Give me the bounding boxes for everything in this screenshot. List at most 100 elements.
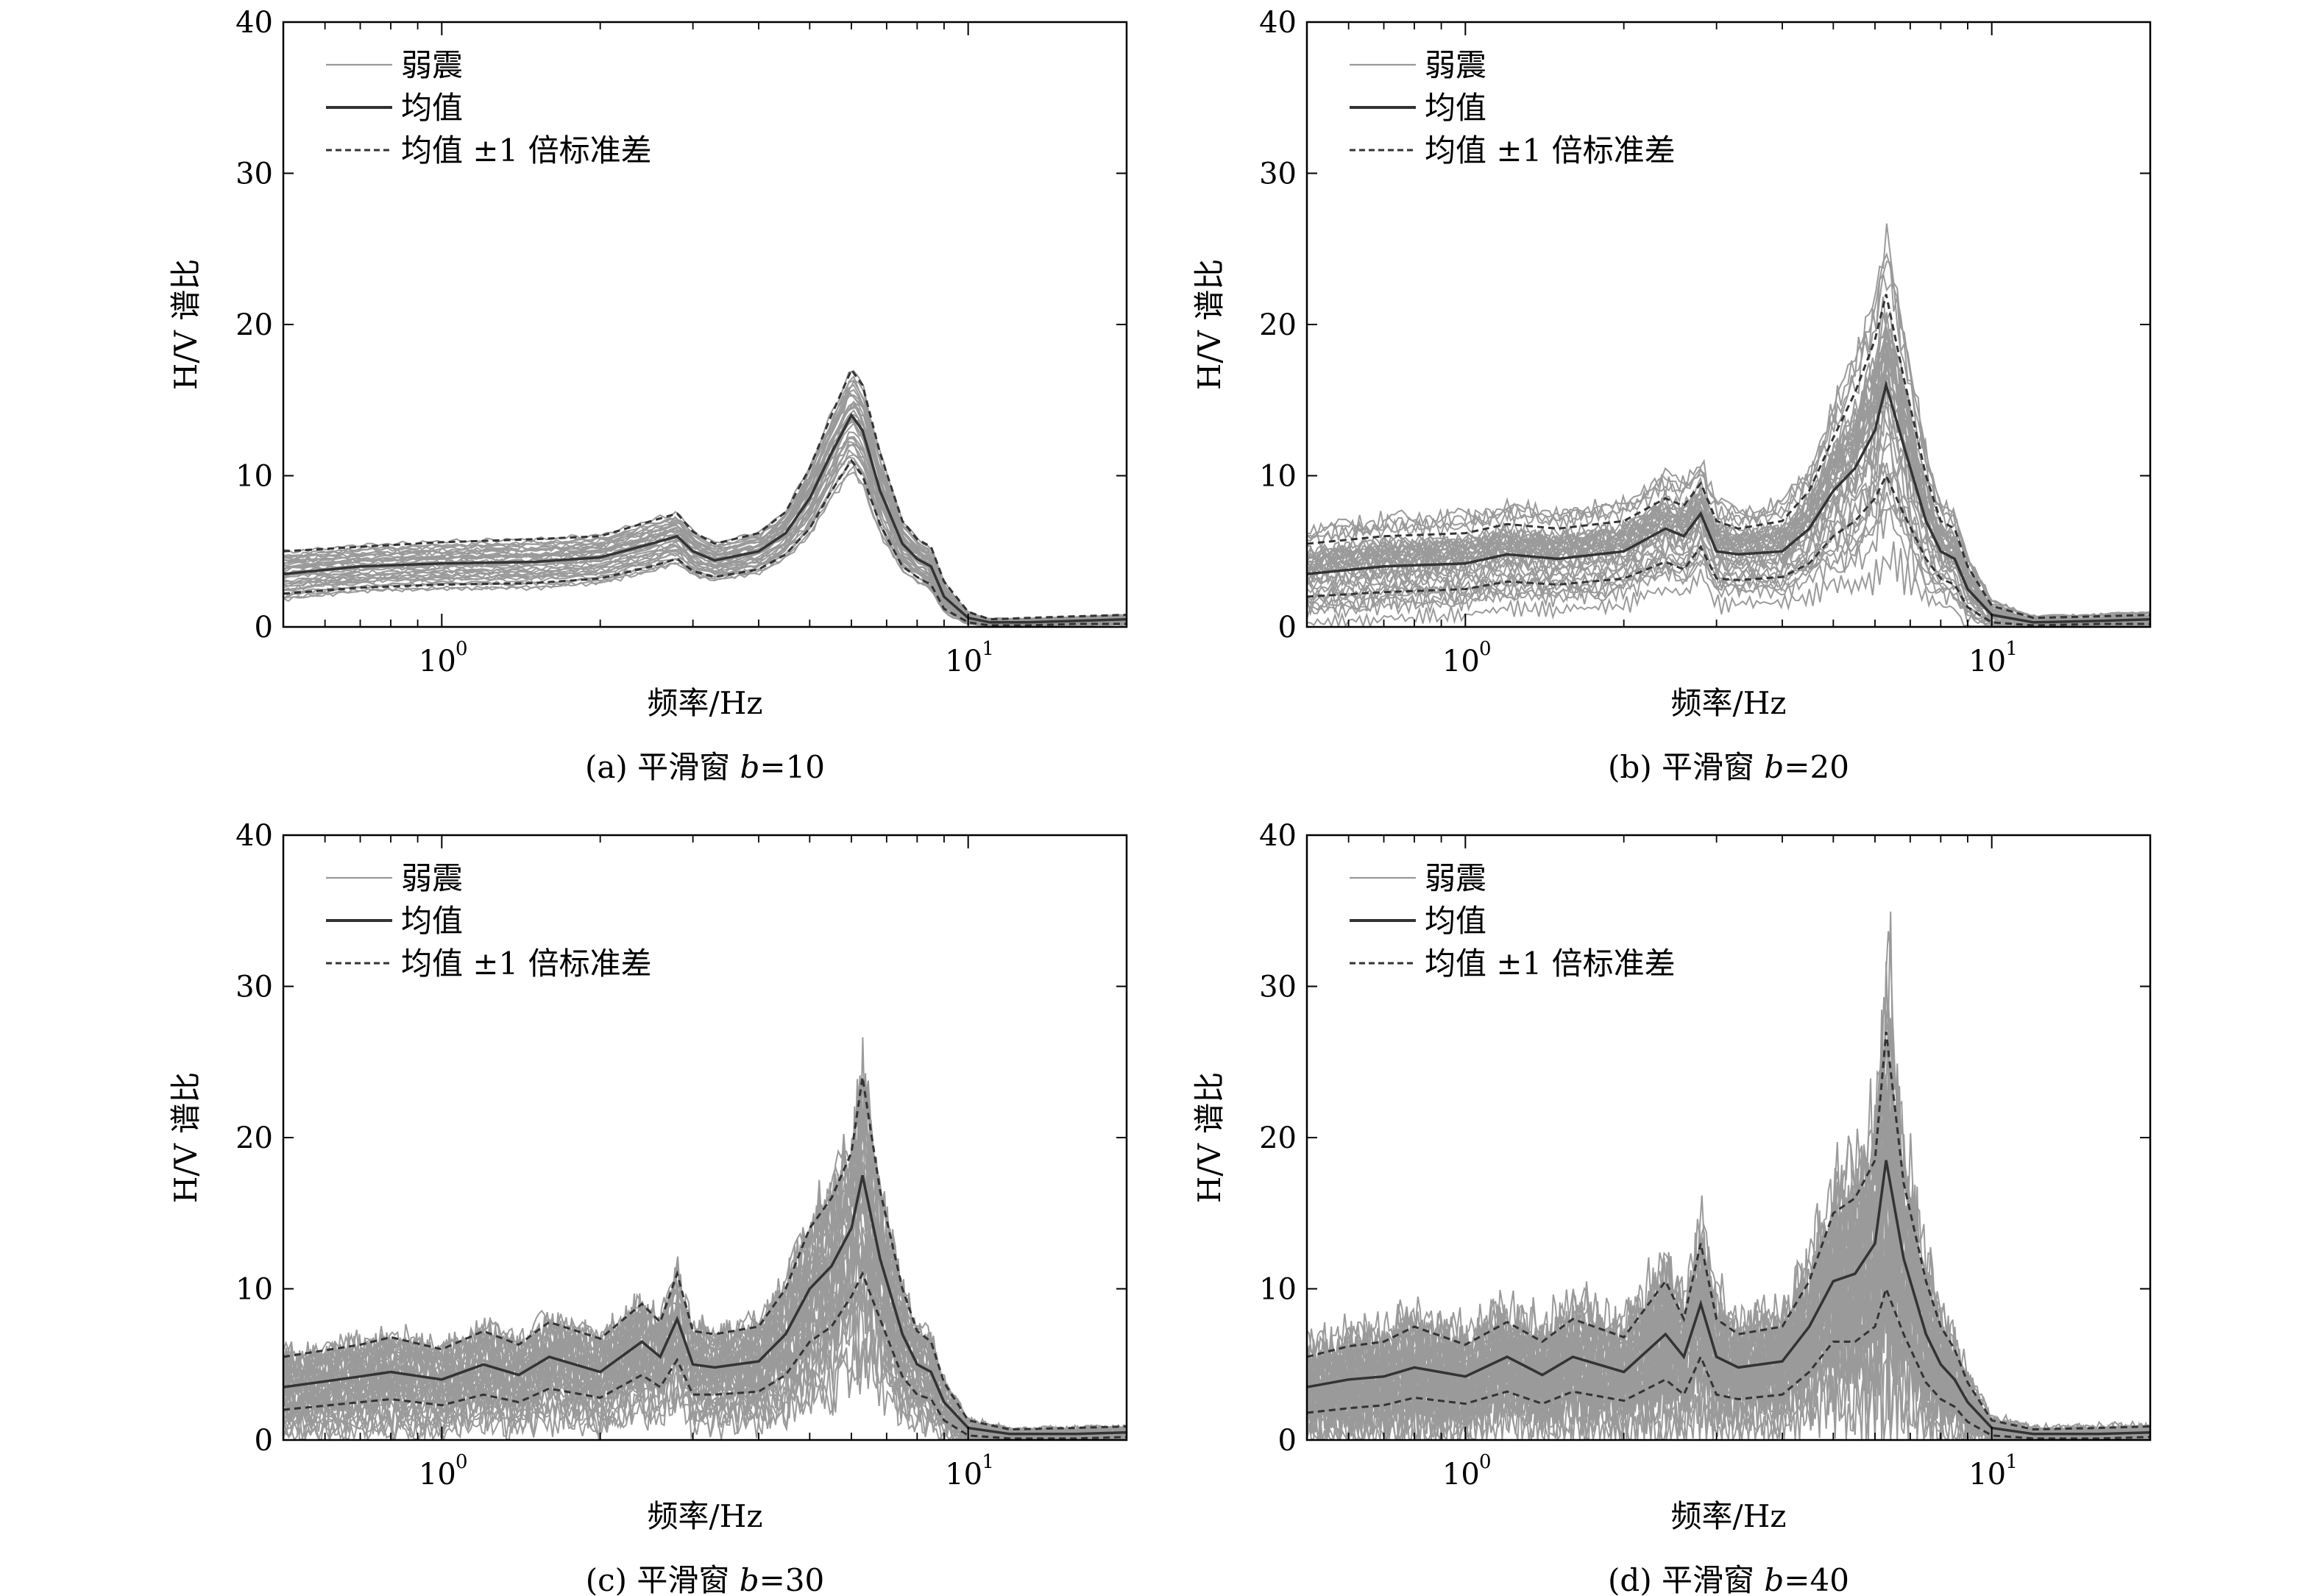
y-tick-label: 0: [1278, 611, 1297, 645]
x-tick-label-base: 10: [1442, 1458, 1480, 1492]
x-tick-label-base: 10: [1968, 645, 2006, 678]
y-tick-label: 40: [235, 6, 273, 40]
individual-trace: [1307, 405, 2150, 625]
individual-trace: [283, 444, 1127, 626]
y-axis-label: H/V 谱比: [1191, 1072, 1227, 1203]
legend-label: 均值: [1425, 903, 1486, 939]
y-tick-label: 0: [1278, 1424, 1297, 1458]
individual-trace: [283, 436, 1127, 625]
individual-trace: [1307, 354, 2150, 624]
individual-trace: [283, 369, 1127, 620]
caption-value: =20: [1784, 749, 1849, 785]
x-tick-label-base: 10: [945, 645, 982, 678]
mean-line: [283, 413, 1127, 624]
panel-caption: (a) 平滑窗 b=10: [585, 749, 825, 785]
panel-caption: (b) 平滑窗 b=20: [1608, 749, 1849, 785]
individual-trace: [283, 440, 1127, 626]
individual-trace: [1307, 328, 2150, 623]
y-tick-label: 20: [235, 1121, 273, 1155]
individual-trace: [1307, 341, 2150, 623]
y-tick-label: 40: [1259, 6, 1297, 40]
individual-trace: [283, 380, 1127, 621]
legend-label: 弱震: [1425, 47, 1486, 83]
individual-trace: [283, 379, 1127, 621]
y-tick-label: 10: [1259, 460, 1297, 494]
x-tick-label-exp: 1: [982, 638, 994, 660]
individual-trace: [283, 1246, 1127, 1440]
mean-line: [1307, 380, 2150, 624]
caption-variable: b: [1764, 749, 1784, 785]
plot-area: [283, 367, 1127, 627]
caption-prefix: (d) 平滑窗: [1608, 1562, 1764, 1596]
individual-trace: [1307, 366, 2150, 623]
y-tick-label: 20: [235, 308, 273, 342]
plot-area: [1307, 911, 2150, 1440]
legend-label: 均值 ±1 倍标准差: [1425, 132, 1676, 169]
y-tick-label: 10: [235, 1273, 273, 1307]
x-tick-label-exp: 1: [2005, 1451, 2018, 1473]
x-axis-label: 频率/Hz: [648, 685, 763, 721]
legend-label: 弱震: [401, 860, 463, 896]
std-upper-line: [1307, 1032, 2150, 1431]
legend-label: 均值: [401, 903, 463, 939]
individual-trace: [1307, 414, 2150, 625]
legend-label: 弱震: [1425, 860, 1486, 896]
y-tick-label: 0: [255, 611, 273, 645]
std-upper-line: [283, 1077, 1127, 1431]
individual-trace: [1307, 437, 2150, 627]
individual-trace: [283, 409, 1127, 623]
individual-traces: [283, 369, 1127, 627]
individual-trace: [283, 416, 1127, 624]
individual-trace: [283, 1258, 1127, 1440]
x-tick-label-base: 10: [1968, 1458, 2006, 1492]
caption-variable: b: [740, 1562, 759, 1596]
individual-trace: [283, 420, 1127, 624]
plot-area: [283, 1037, 1127, 1440]
y-tick-label: 20: [1259, 1121, 1297, 1155]
panel-caption: (c) 平滑窗 b=30: [586, 1562, 825, 1596]
y-tick-label: 40: [1259, 819, 1297, 853]
legend-label: 均值 ±1 倍标准差: [1425, 946, 1676, 982]
individual-trace: [283, 431, 1127, 625]
individual-trace: [1307, 273, 2150, 619]
y-tick-label: 30: [235, 157, 273, 191]
individual-traces: [1307, 911, 2150, 1440]
caption-value: =10: [759, 749, 825, 785]
legend-label: 均值 ±1 倍标准差: [401, 132, 652, 169]
caption-value: =40: [1784, 1562, 1849, 1596]
individual-trace: [1307, 252, 2150, 618]
x-tick-label-base: 10: [1442, 645, 1480, 678]
x-tick-label-base: 10: [419, 1458, 456, 1492]
individual-trace: [283, 437, 1127, 625]
individual-trace: [283, 394, 1127, 622]
individual-trace: [283, 422, 1127, 624]
legend-label: 弱震: [401, 47, 463, 83]
x-tick-label-base: 10: [419, 645, 456, 678]
x-tick-label-exp: 0: [1479, 1451, 1492, 1473]
individual-trace: [1307, 1000, 2150, 1435]
caption-prefix: (c) 平滑窗: [586, 1562, 740, 1596]
y-tick-label: 10: [1259, 1273, 1297, 1307]
std-lower-line: [1307, 1285, 2150, 1440]
y-axis-label: H/V 谱比: [1191, 259, 1227, 390]
y-tick-label: 0: [255, 1424, 273, 1458]
individual-trace: [1307, 352, 2150, 623]
individual-trace: [1307, 327, 2150, 623]
y-tick-label: 20: [1259, 308, 1297, 342]
x-tick-label-exp: 1: [2005, 638, 2018, 660]
x-axis-label: 频率/Hz: [648, 1498, 763, 1534]
individual-trace: [283, 418, 1127, 624]
x-tick-label-exp: 0: [456, 638, 468, 660]
caption-prefix: (b) 平滑窗: [1608, 749, 1764, 785]
y-tick-label: 30: [1259, 971, 1297, 1004]
std-upper-line: [283, 367, 1127, 621]
x-tick-label-exp: 1: [982, 1451, 994, 1473]
x-tick-label-base: 10: [945, 1458, 982, 1492]
